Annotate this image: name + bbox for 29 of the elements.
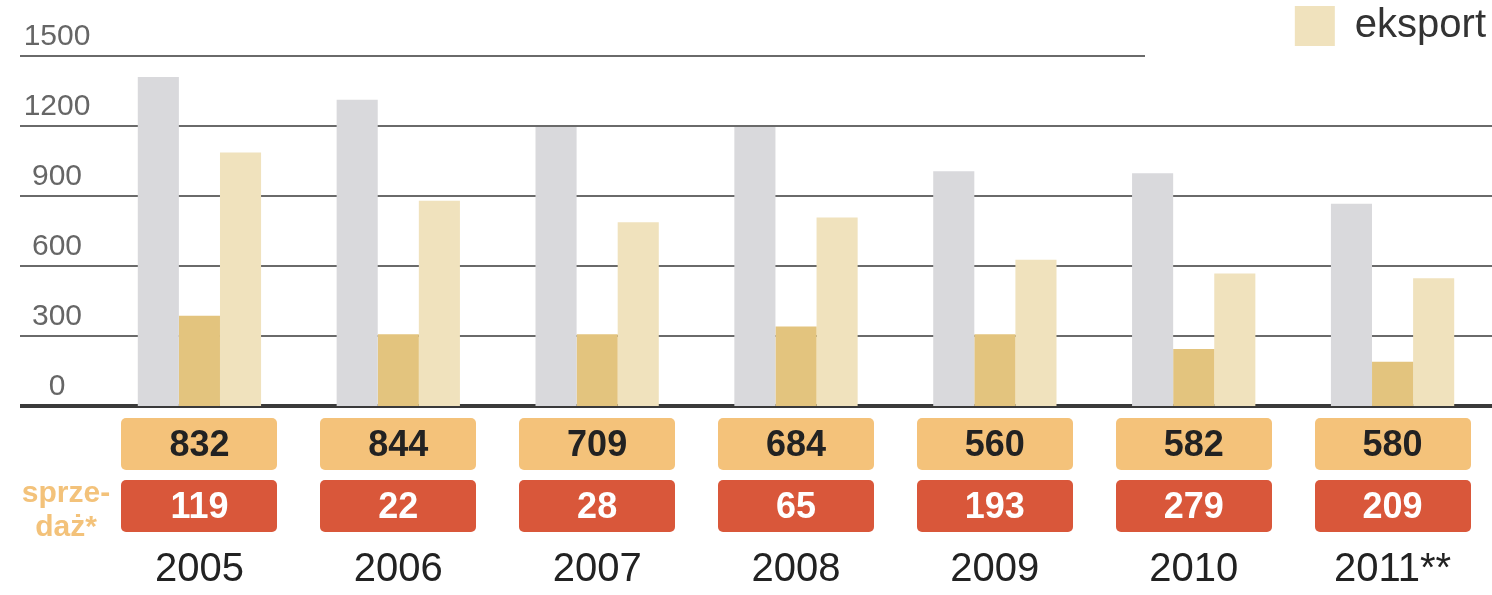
text: 832 bbox=[121, 418, 278, 470]
y-tick-label: 0 bbox=[48, 368, 66, 402]
x-tick-label: 2006 bbox=[352, 545, 444, 590]
x-tick-label: 2007 bbox=[551, 545, 643, 590]
y-tick-label: 300 bbox=[31, 298, 83, 332]
x-tick-label: 2011** bbox=[1333, 545, 1453, 590]
legend-label: eksport bbox=[1354, 1, 1486, 46]
text: 28 bbox=[519, 480, 676, 532]
text: 193 bbox=[916, 480, 1073, 532]
text: 65 bbox=[718, 480, 874, 532]
text: 279 bbox=[1115, 480, 1272, 532]
y-tick-label: 600 bbox=[31, 228, 83, 262]
text: 582 bbox=[1115, 418, 1272, 470]
x-tick-label: 2005 bbox=[153, 545, 245, 590]
text: 844 bbox=[320, 418, 477, 470]
text: 209 bbox=[1314, 480, 1471, 532]
text: 22 bbox=[320, 480, 477, 532]
y-tick-label: 900 bbox=[31, 158, 83, 192]
text: 684 bbox=[718, 418, 874, 470]
text: 560 bbox=[916, 418, 1073, 470]
y-tick-label: 1200 bbox=[23, 88, 91, 122]
text: sprze-daż* bbox=[20, 475, 112, 543]
x-tick-label: 2009 bbox=[949, 545, 1041, 590]
text: 119 bbox=[121, 480, 278, 532]
x-tick-label: 2010 bbox=[1148, 545, 1240, 590]
x-tick-label: 2008 bbox=[750, 545, 842, 590]
text: 580 bbox=[1314, 418, 1471, 470]
text: 709 bbox=[519, 418, 676, 470]
y-tick-label: 1500 bbox=[23, 18, 91, 52]
